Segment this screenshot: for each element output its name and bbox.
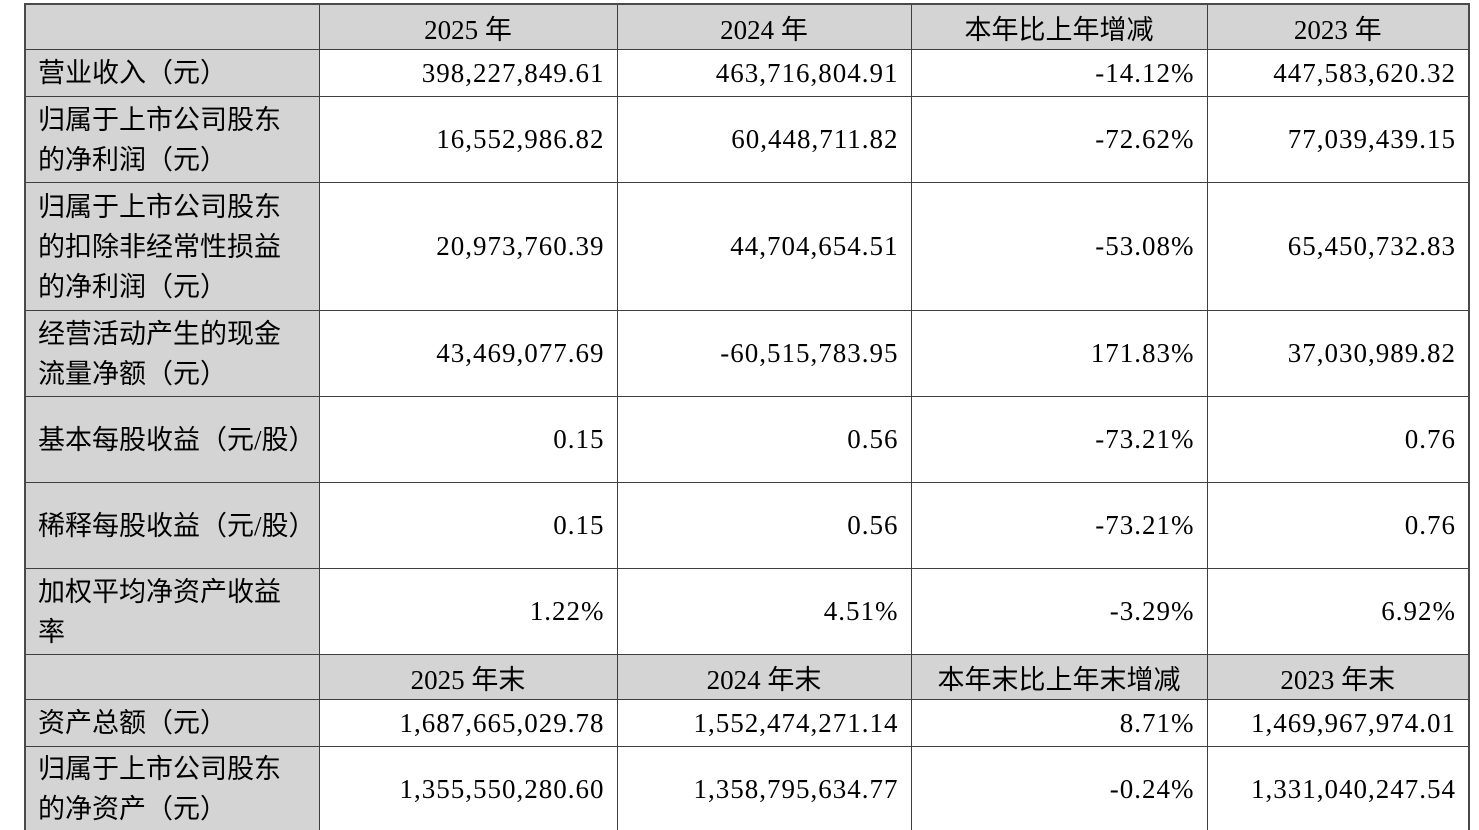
value-2024: 0.56 bbox=[616, 482, 912, 569]
header-2023-end: 2023 年末 bbox=[1206, 654, 1470, 700]
row-label: 基本每股收益（元/股） bbox=[24, 396, 320, 483]
value-change: -73.21% bbox=[910, 396, 1208, 483]
row-weighted-avg-roe: 加权平均净资产收益率 1.22% 4.51% -3.29% 6.92% bbox=[24, 568, 1470, 655]
row-label: 归属于上市公司股东的扣除非经常性损益的净利润（元） bbox=[24, 182, 320, 311]
value-2024: -60,515,783.95 bbox=[616, 310, 912, 397]
period-end-header-row: 2025 年末 2024 年末 本年末比上年末增减 2023 年末 bbox=[24, 654, 1470, 700]
value-2023: 0.76 bbox=[1206, 482, 1470, 569]
value-2024: 463,716,804.91 bbox=[616, 49, 912, 97]
row-net-profit: 归属于上市公司股东的净利润（元） 16,552,986.82 60,448,71… bbox=[24, 96, 1470, 183]
row-label: 归属于上市公司股东的净资产（元） bbox=[24, 746, 320, 830]
row-diluted-eps: 稀释每股收益（元/股） 0.15 0.56 -73.21% 0.76 bbox=[24, 482, 1470, 569]
value-change: 8.71% bbox=[910, 699, 1208, 747]
value-2025: 16,552,986.82 bbox=[318, 96, 618, 183]
header-2024-end: 2024 年末 bbox=[616, 654, 912, 700]
value-change: -53.08% bbox=[910, 182, 1208, 311]
value-2024: 44,704,654.51 bbox=[616, 182, 912, 311]
value-2025: 0.15 bbox=[318, 396, 618, 483]
value-2025: 1.22% bbox=[318, 568, 618, 655]
header-2024: 2024 年 bbox=[616, 3, 912, 50]
value-2025: 0.15 bbox=[318, 482, 618, 569]
value-2024: 1,552,474,271.14 bbox=[616, 699, 912, 747]
value-2025: 398,227,849.61 bbox=[318, 49, 618, 97]
header-yoy-change: 本年比上年增减 bbox=[910, 3, 1208, 50]
value-2023: 1,331,040,247.54 bbox=[1206, 746, 1470, 830]
value-2025: 1,355,550,280.60 bbox=[318, 746, 618, 830]
value-change: -72.62% bbox=[910, 96, 1208, 183]
value-2024: 0.56 bbox=[616, 396, 912, 483]
header-2025: 2025 年 bbox=[318, 3, 618, 50]
header-yoy-end-change: 本年末比上年末增减 bbox=[910, 654, 1208, 700]
header-2023: 2023 年 bbox=[1206, 3, 1470, 50]
value-2023: 37,030,989.82 bbox=[1206, 310, 1470, 397]
row-label: 资产总额（元） bbox=[24, 699, 320, 747]
value-2024: 1,358,795,634.77 bbox=[616, 746, 912, 830]
value-2024: 60,448,711.82 bbox=[616, 96, 912, 183]
corner-cell bbox=[24, 3, 320, 50]
value-2023: 0.76 bbox=[1206, 396, 1470, 483]
row-net-assets: 归属于上市公司股东的净资产（元） 1,355,550,280.60 1,358,… bbox=[24, 746, 1470, 830]
header-2025-end: 2025 年末 bbox=[318, 654, 618, 700]
value-change: 171.83% bbox=[910, 310, 1208, 397]
row-label: 加权平均净资产收益率 bbox=[24, 568, 320, 655]
value-2023: 6.92% bbox=[1206, 568, 1470, 655]
value-change: -73.21% bbox=[910, 482, 1208, 569]
value-2024: 4.51% bbox=[616, 568, 912, 655]
value-2023: 447,583,620.32 bbox=[1206, 49, 1470, 97]
value-change: -14.12% bbox=[910, 49, 1208, 97]
row-revenue: 营业收入（元） 398,227,849.61 463,716,804.91 -1… bbox=[24, 49, 1470, 97]
row-net-profit-deducted: 归属于上市公司股东的扣除非经常性损益的净利润（元） 20,973,760.39 … bbox=[24, 182, 1470, 311]
value-2025: 20,973,760.39 bbox=[318, 182, 618, 311]
value-change: -3.29% bbox=[910, 568, 1208, 655]
row-operating-cash-flow: 经营活动产生的现金流量净额（元） 43,469,077.69 -60,515,7… bbox=[24, 310, 1470, 397]
value-change: -0.24% bbox=[910, 746, 1208, 830]
row-label: 营业收入（元） bbox=[24, 49, 320, 97]
row-total-assets: 资产总额（元） 1,687,665,029.78 1,552,474,271.1… bbox=[24, 699, 1470, 747]
value-2025: 43,469,077.69 bbox=[318, 310, 618, 397]
value-2023: 1,469,967,974.01 bbox=[1206, 699, 1470, 747]
value-2023: 77,039,439.15 bbox=[1206, 96, 1470, 183]
row-basic-eps: 基本每股收益（元/股） 0.15 0.56 -73.21% 0.76 bbox=[24, 396, 1470, 483]
financial-summary-table: 2025 年 2024 年 本年比上年增减 2023 年 营业收入（元） 398… bbox=[24, 3, 1470, 830]
corner-cell bbox=[24, 654, 320, 700]
value-2023: 65,450,732.83 bbox=[1206, 182, 1470, 311]
row-label: 稀释每股收益（元/股） bbox=[24, 482, 320, 569]
value-2025: 1,687,665,029.78 bbox=[318, 699, 618, 747]
row-label: 经营活动产生的现金流量净额（元） bbox=[24, 310, 320, 397]
period-header-row: 2025 年 2024 年 本年比上年增减 2023 年 bbox=[24, 3, 1470, 50]
row-label: 归属于上市公司股东的净利润（元） bbox=[24, 96, 320, 183]
